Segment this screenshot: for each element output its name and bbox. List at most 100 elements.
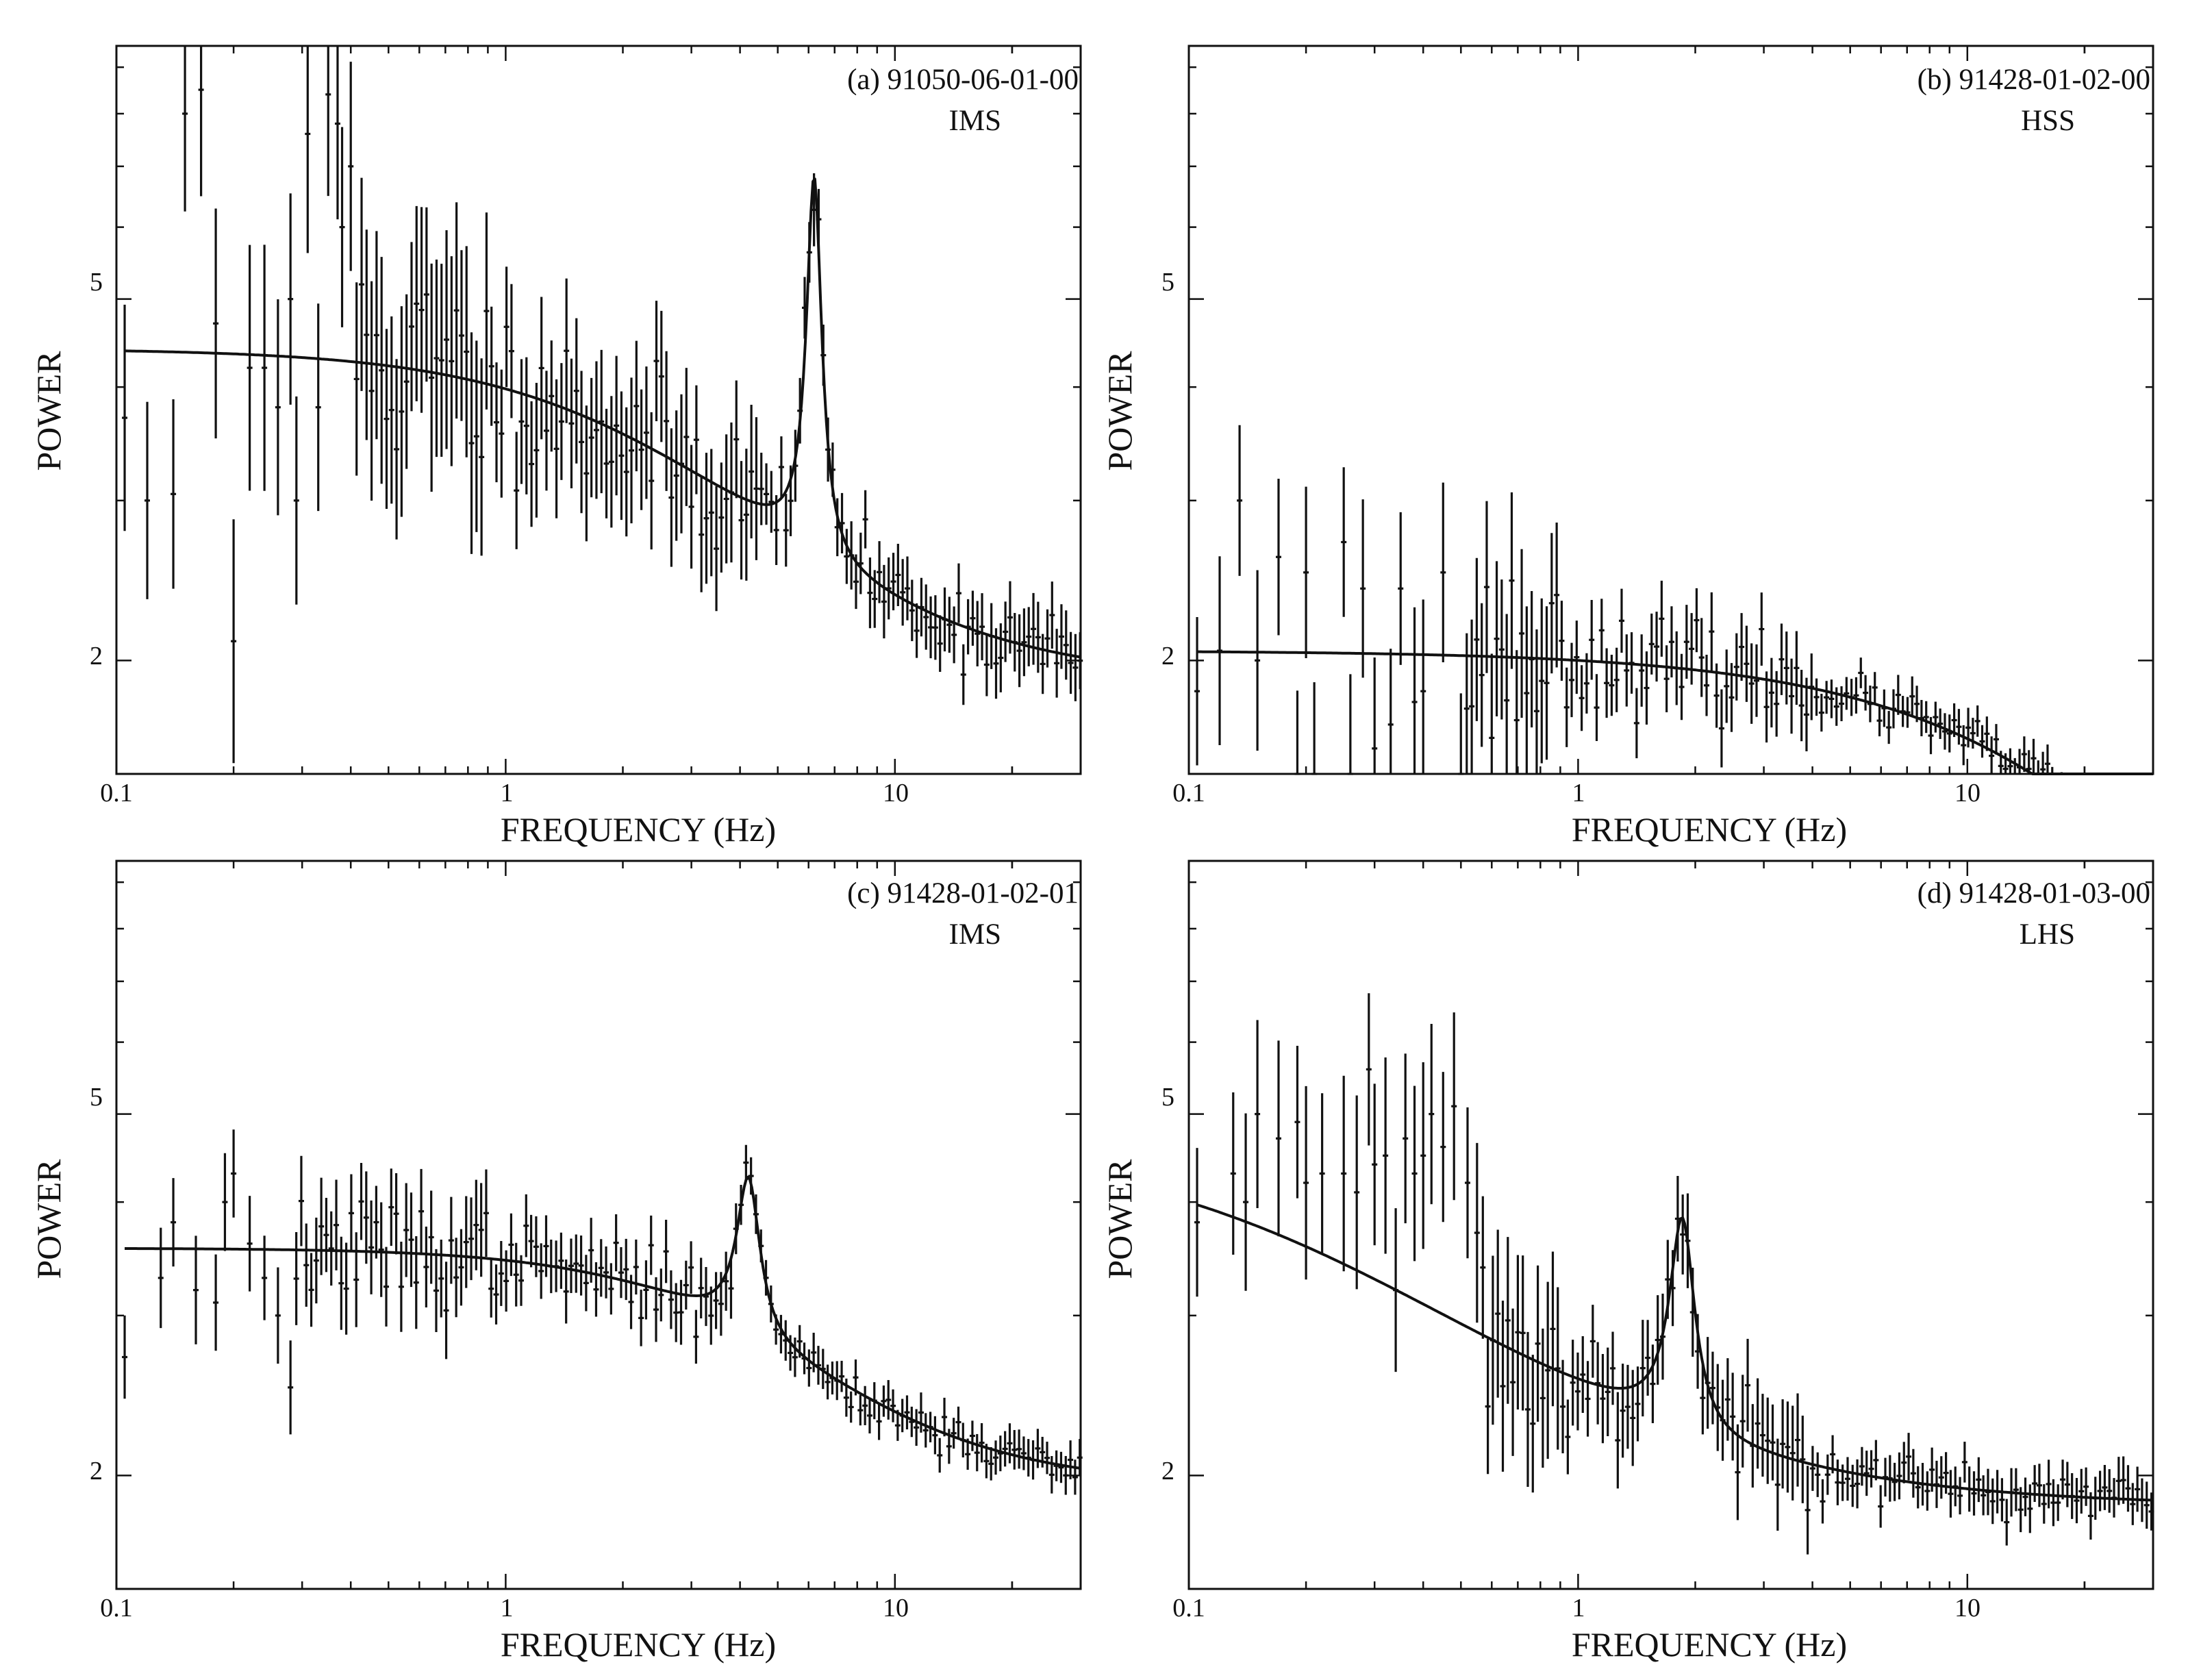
panel-b-ytick-label: 5 bbox=[1161, 268, 1174, 297]
panel-d-data-point bbox=[1957, 1477, 1963, 1515]
panel-b-data-point bbox=[1909, 676, 1915, 716]
panel-c-data-point bbox=[881, 1385, 887, 1417]
panel-d-data-point bbox=[1915, 1466, 1921, 1509]
panel-b-data-point bbox=[1559, 601, 1565, 681]
panel-a-data-point bbox=[514, 431, 520, 549]
panel-d-data-point bbox=[1520, 1255, 1526, 1411]
panel-a-data-point bbox=[885, 557, 892, 620]
panel-b-data-point bbox=[1629, 632, 1635, 694]
panel-c-data-point bbox=[378, 1202, 384, 1297]
panel-c-data-point bbox=[783, 1320, 789, 1361]
panel-d-data-point bbox=[1411, 1086, 1418, 1262]
panel-c-data-point bbox=[914, 1409, 920, 1446]
panel-b-data-point bbox=[1569, 642, 1575, 718]
panel-b-label: (b) 91428-01-02-00 bbox=[1917, 64, 2150, 96]
panel-a-data-point bbox=[942, 587, 948, 652]
panel-c-data-point bbox=[1030, 1440, 1036, 1480]
panel-b-data-point bbox=[1648, 613, 1655, 675]
panel-c-data-point bbox=[922, 1413, 929, 1448]
panel-a-data-point bbox=[122, 304, 128, 531]
panel-b-data-point bbox=[1979, 725, 1985, 758]
panel-a-data-point bbox=[825, 417, 831, 482]
panel-b-data-point bbox=[1946, 714, 1952, 753]
panel-c-data-point bbox=[262, 1236, 268, 1320]
panel-a-data-point bbox=[1077, 632, 1083, 690]
panel-a-data-point bbox=[1040, 634, 1046, 694]
panel-c-data-point bbox=[563, 1259, 569, 1324]
panel-a-data-point bbox=[325, 46, 331, 197]
panel-b-data-point bbox=[1881, 689, 1887, 727]
panel-b-data-point bbox=[1372, 657, 1378, 774]
panel-d-data-point bbox=[1755, 1378, 1761, 1469]
panel-c-data-point bbox=[820, 1349, 826, 1390]
panel-a-data-point bbox=[603, 408, 609, 518]
panel-b-data-point bbox=[1890, 689, 1896, 729]
panel-d-data-point bbox=[1933, 1460, 1939, 1508]
panel-d-data-point bbox=[1985, 1468, 1991, 1516]
panel-c-data-point bbox=[603, 1246, 609, 1299]
panel-a-data-point bbox=[614, 355, 620, 496]
panel-a-ytick-label: 2 bbox=[90, 642, 103, 670]
panel-a-data-point bbox=[708, 449, 714, 577]
panel-c-data-point bbox=[904, 1395, 910, 1430]
panel-d-data-point bbox=[1610, 1331, 1616, 1405]
panel-c-data-point bbox=[678, 1279, 684, 1345]
panel-a-data-point bbox=[979, 593, 985, 661]
panel-c-data-point bbox=[843, 1378, 849, 1417]
panel-b-frame-layer bbox=[1187, 45, 2154, 775]
panel-c-data-point bbox=[533, 1216, 539, 1277]
panel-b-data-point bbox=[1783, 631, 1789, 705]
panel-b-data-point bbox=[1633, 688, 1639, 759]
panel-c-data-point bbox=[523, 1194, 529, 1257]
panel-d-ylabel: POWER bbox=[1101, 1159, 1139, 1279]
panel-b-data-point bbox=[1789, 658, 1795, 734]
panel-b-data-point bbox=[1639, 634, 1645, 707]
panel-d-data-point bbox=[1403, 1053, 1409, 1224]
panel-a-data-point bbox=[423, 207, 429, 382]
panel-b-data-point bbox=[1904, 697, 1911, 728]
panel-d-data-point bbox=[1924, 1471, 1931, 1511]
panel-c-data-point bbox=[548, 1239, 554, 1294]
panel-b-data-point bbox=[1513, 650, 1520, 774]
panel-d-data-point bbox=[1882, 1457, 1888, 1497]
panel-a-data-point bbox=[733, 380, 740, 499]
panel-c-data-point bbox=[334, 1179, 340, 1270]
panel-d-data-point bbox=[2050, 1479, 2057, 1527]
panel-a-data-point bbox=[275, 299, 281, 516]
panel-a-data-point bbox=[658, 310, 664, 442]
panel-b-data-point bbox=[1914, 686, 1920, 723]
panel-b-data-point bbox=[1863, 675, 1869, 711]
panel-b-data-point bbox=[1275, 478, 1281, 636]
panel-a-data-point bbox=[881, 564, 887, 639]
panel-d-data-point bbox=[1780, 1399, 1786, 1489]
panel-c-data-point bbox=[1048, 1456, 1055, 1494]
panel-a-data-point bbox=[588, 377, 594, 498]
panel-d-data-point bbox=[1524, 1331, 1531, 1487]
panel-a-data-point bbox=[339, 127, 345, 327]
panel-a-data-point bbox=[844, 529, 850, 584]
panel-d-data-point bbox=[1354, 1095, 1360, 1290]
panel-b-data-point bbox=[1479, 603, 1485, 747]
panel-c-data-point bbox=[1053, 1450, 1059, 1481]
panel-d-data-point bbox=[1255, 1020, 1261, 1208]
panel-d-data-point bbox=[1785, 1401, 1791, 1493]
panel-a-data-point bbox=[288, 193, 294, 405]
panel-a-data-point bbox=[198, 46, 204, 197]
panel-c-data-point bbox=[899, 1399, 905, 1433]
panel-a-data-marks bbox=[122, 46, 1083, 764]
panel-b-data-point bbox=[1594, 674, 1600, 742]
panel-c-data-point bbox=[388, 1168, 394, 1246]
panel-b-data-point bbox=[1689, 613, 1695, 685]
panel-b-data-point bbox=[1778, 623, 1785, 695]
panel-a-data-point bbox=[579, 371, 585, 514]
panel-b-xtick-label: 1 bbox=[1572, 779, 1585, 807]
panel-a-data-point bbox=[853, 554, 859, 610]
panel-c-data-point bbox=[758, 1229, 764, 1263]
panel-c-model-curve bbox=[125, 1175, 1081, 1470]
panel-d-data-point bbox=[1570, 1340, 1576, 1426]
panel-b-data-point bbox=[1763, 671, 1770, 743]
panel-a-data-point bbox=[629, 377, 635, 524]
panel-c-data-point bbox=[1077, 1439, 1083, 1477]
panel-a-data-point bbox=[144, 401, 151, 599]
panel-c-data-point bbox=[753, 1194, 759, 1234]
